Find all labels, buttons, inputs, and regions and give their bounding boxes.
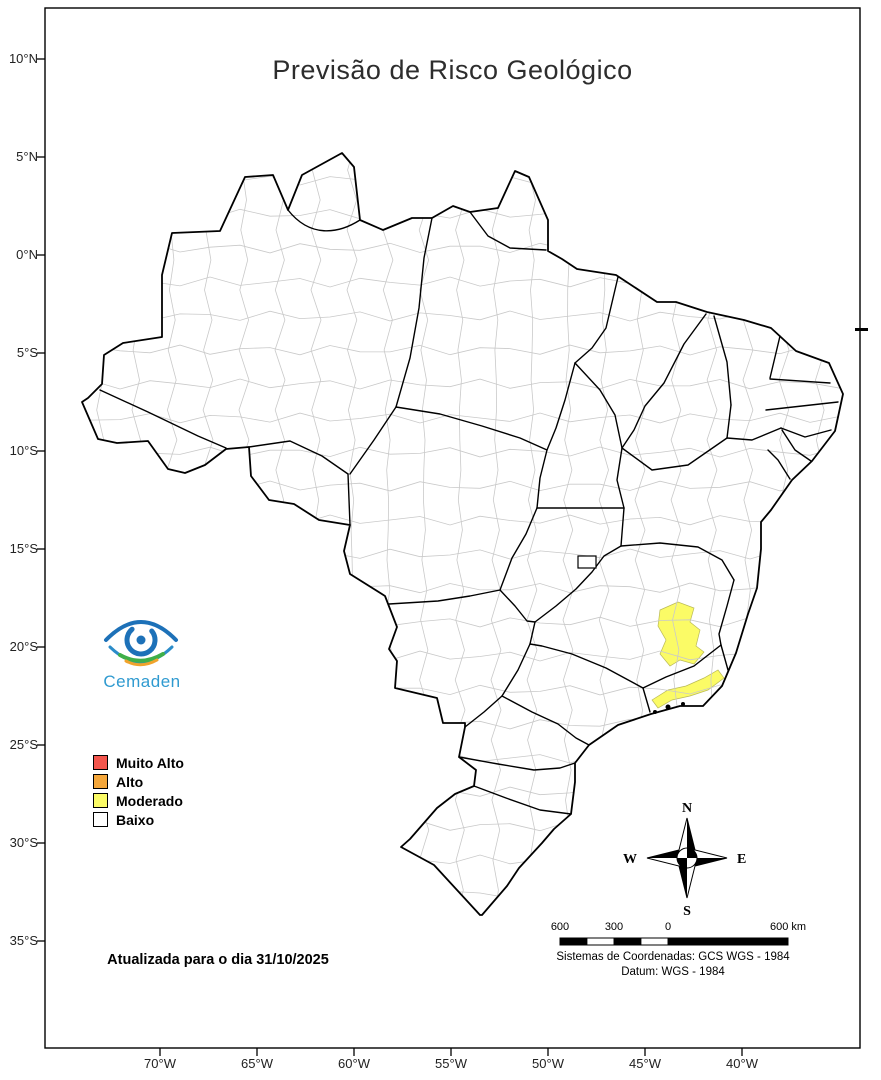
- lon-label: 55°W: [435, 1056, 467, 1071]
- compass-rose: N S E W: [623, 801, 746, 919]
- legend-swatch-alto: [93, 774, 108, 789]
- lon-label: 70°W: [144, 1056, 176, 1071]
- island-mark: [855, 328, 868, 331]
- legend-row-muito-alto: Muito Alto: [93, 753, 184, 772]
- lat-label: 15°S: [9, 541, 38, 556]
- scale-label-600km: 600 km: [769, 921, 807, 933]
- coordinate-system-line: Sistemas de Coordenadas: GCS WGS - 1984: [556, 951, 790, 963]
- lat-label: 5°N: [16, 149, 38, 164]
- state-borders: [99, 209, 839, 815]
- distrito-federal-outline: [577, 555, 597, 569]
- lat-label: 30°S: [9, 835, 38, 850]
- lat-label: 10°N: [8, 51, 38, 66]
- lon-label: 50°W: [532, 1056, 564, 1071]
- legend-swatch-baixo: [93, 812, 108, 827]
- risk-legend: Muito Alto Alto Moderado Baixo: [93, 753, 184, 829]
- brazil-fill: [82, 153, 843, 915]
- page-title: Previsão de Risco Geológico: [272, 55, 633, 85]
- scale-label-300: 300: [604, 921, 624, 933]
- lon-label: 65°W: [241, 1056, 273, 1071]
- lon-label: 60°W: [338, 1056, 370, 1071]
- legend-label-alto: Alto: [116, 773, 144, 790]
- lon-label: 40°W: [726, 1056, 758, 1071]
- legend-label-baixo: Baixo: [116, 811, 155, 828]
- risk-region-moderado: [651, 601, 725, 709]
- lat-label: 20°S: [9, 639, 38, 654]
- risk-region-moderado-rj: [651, 669, 725, 709]
- lat-label: 5°S: [16, 345, 38, 360]
- lon-label: 45°W: [629, 1056, 661, 1071]
- compass-s-label: S: [683, 904, 691, 919]
- compass-w-label: W: [623, 852, 637, 867]
- legend-swatch-muito-alto: [93, 755, 108, 770]
- scale-label-600-left: 600: [550, 921, 570, 933]
- legend-row-alto: Alto: [93, 772, 184, 791]
- legend-swatch-moderado: [93, 793, 108, 808]
- update-note: Atualizada para o dia 31/10/2025: [107, 952, 329, 968]
- lon-ticks: [159, 1048, 743, 1056]
- compass-n-label: N: [682, 801, 692, 816]
- coastal-marks: [653, 702, 685, 714]
- scale-label-0: 0: [664, 921, 672, 933]
- lat-label: 0°N: [16, 247, 38, 262]
- lat-label: 10°S: [9, 443, 38, 458]
- map-frame: [44, 7, 861, 1049]
- compass-e-label: E: [737, 852, 746, 867]
- brazil-outline: [81, 152, 844, 916]
- legend-label-muito-alto: Muito Alto: [116, 754, 184, 771]
- risk-region-moderado-mg: [657, 601, 705, 667]
- legend-label-moderado: Moderado: [116, 792, 183, 809]
- lat-label: 35°S: [9, 933, 38, 948]
- cemaden-logo-graphic: [104, 620, 178, 667]
- cemaden-wordmark: Cemaden: [103, 672, 181, 691]
- lat-ticks: [37, 58, 45, 942]
- lat-label: 25°S: [9, 737, 38, 752]
- datum-line: Datum: WGS - 1984: [621, 966, 725, 978]
- legend-row-moderado: Moderado: [93, 791, 184, 810]
- scale-bar: [559, 937, 789, 946]
- legend-row-baixo: Baixo: [93, 810, 184, 829]
